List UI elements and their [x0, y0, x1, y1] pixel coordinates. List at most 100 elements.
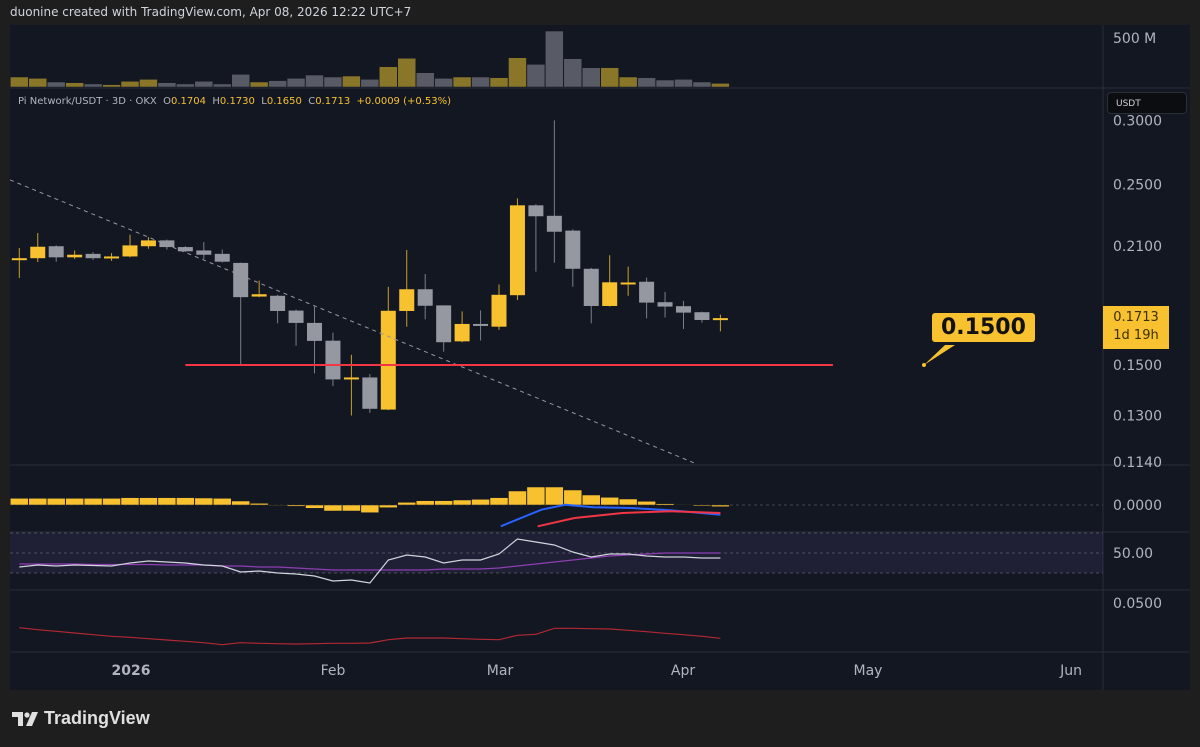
- volume-bar: [379, 66, 398, 88]
- volume-bar: [213, 83, 232, 88]
- volume-bar: [120, 81, 140, 88]
- price-tick-label: 0.1300: [1113, 409, 1162, 425]
- last-price: 0.1713: [1113, 310, 1159, 325]
- chart-credit: duonine created with TradingView.com, Ap…: [10, 5, 412, 19]
- rsi-line: [19, 538, 721, 584]
- candle-body: [177, 247, 193, 252]
- candle-body: [399, 289, 415, 311]
- volume-bar: [139, 79, 158, 88]
- tradingview-logo-icon: [12, 711, 38, 726]
- candle: [620, 266, 636, 296]
- macd-histogram-bar: [139, 497, 158, 506]
- macd-histogram-bar: [637, 501, 656, 506]
- candle-body: [676, 306, 691, 313]
- candle: [380, 286, 396, 411]
- candle-body: [546, 215, 562, 232]
- high-label: H: [212, 96, 220, 107]
- macd-histogram-bar: [268, 504, 287, 506]
- price-tick-label: 0.1140: [1113, 455, 1162, 471]
- candle-body: [417, 289, 433, 306]
- candle-body: [307, 322, 322, 341]
- candle-body: [104, 256, 120, 259]
- candle-body: [620, 282, 636, 285]
- symbol-legend: Pi Network/USDT · 3D · OKX O0.1704 H0.17…: [18, 96, 451, 107]
- candle: [509, 198, 525, 301]
- volume-bar: [194, 81, 214, 88]
- volume-bar: [655, 79, 675, 88]
- macd-histogram-bar: [360, 504, 380, 513]
- macd-histogram-bar: [711, 504, 730, 507]
- candle: [214, 249, 230, 263]
- price-callout[interactable]: 0.1500: [932, 313, 1035, 342]
- candle-body: [362, 377, 378, 409]
- candle: [122, 234, 138, 258]
- candle: [140, 237, 156, 249]
- macd-histogram-bar: [526, 486, 546, 506]
- macd-histogram-bar: [415, 500, 435, 506]
- macd-histogram-bar: [305, 504, 324, 509]
- candle-body: [85, 253, 101, 259]
- macd-histogram-bar: [600, 497, 619, 506]
- trendline: [9, 179, 695, 464]
- callout-pointer: [924, 345, 955, 365]
- macd-histogram-bar: [10, 498, 29, 506]
- candle: [48, 245, 64, 262]
- macd-histogram-bar: [120, 497, 140, 506]
- time-tick-label: Apr: [671, 663, 695, 679]
- price-tick-label: 0.2500: [1113, 178, 1162, 194]
- volume-bar: [397, 58, 416, 88]
- high-value: 0.1730: [219, 96, 255, 107]
- candle: [288, 309, 304, 346]
- tradingview-logo[interactable]: TradingView: [12, 708, 150, 729]
- volume-tick-label: 500 M: [1113, 31, 1156, 47]
- macd-histogram-bar: [655, 503, 675, 506]
- macd-histogram-bar: [194, 497, 214, 506]
- callout-anchor: [922, 363, 926, 367]
- candle: [436, 305, 452, 352]
- macd-histogram-bar: [231, 500, 250, 506]
- volume-bar: [415, 72, 435, 88]
- bar-countdown: 1d 19h: [1113, 328, 1159, 343]
- macd-histogram-bar: [286, 504, 306, 507]
- candle-body: [454, 323, 470, 342]
- candle-body: [602, 282, 618, 306]
- candle-body: [288, 310, 304, 323]
- currency-button[interactable]: USDT: [1107, 92, 1187, 114]
- low-label: L: [261, 96, 267, 107]
- volume-bar: [711, 83, 730, 88]
- candle: [712, 314, 728, 332]
- volume-bar: [28, 78, 47, 88]
- rsi-ma-line: [19, 552, 721, 571]
- volume-bar: [600, 67, 619, 88]
- candle: [11, 247, 27, 279]
- time-tick-label: Jun: [1059, 663, 1082, 679]
- candle: [307, 306, 322, 374]
- volume-bar: [563, 58, 583, 88]
- volume-bar: [305, 74, 324, 88]
- candle: [454, 311, 470, 343]
- close-value: 0.1713: [315, 96, 351, 107]
- symbol-name[interactable]: Pi Network/USDT · 3D · OKX: [18, 96, 157, 107]
- macd-histogram-bar: [342, 504, 361, 512]
- macd-histogram-bar: [545, 486, 564, 506]
- candle-body: [657, 302, 673, 307]
- brand-name: TradingView: [44, 708, 150, 728]
- candle-body: [491, 294, 507, 327]
- candle: [177, 246, 193, 253]
- candle: [602, 255, 618, 307]
- macd-histogram-bar: [213, 498, 232, 506]
- time-tick-label: Mar: [487, 663, 514, 679]
- volume-bar: [452, 76, 472, 88]
- macd-histogram-bar: [674, 504, 693, 506]
- candle: [30, 233, 46, 263]
- macd-histogram-bar: [249, 503, 269, 506]
- candle-body: [436, 305, 452, 343]
- volume-bar: [526, 64, 546, 88]
- volume-bar: [46, 81, 66, 88]
- volume-bar: [323, 76, 343, 88]
- open-label: O: [163, 96, 172, 107]
- candle: [104, 253, 120, 261]
- price-tick-label: 0.1500: [1113, 358, 1162, 374]
- open-value: 0.1704: [171, 96, 207, 107]
